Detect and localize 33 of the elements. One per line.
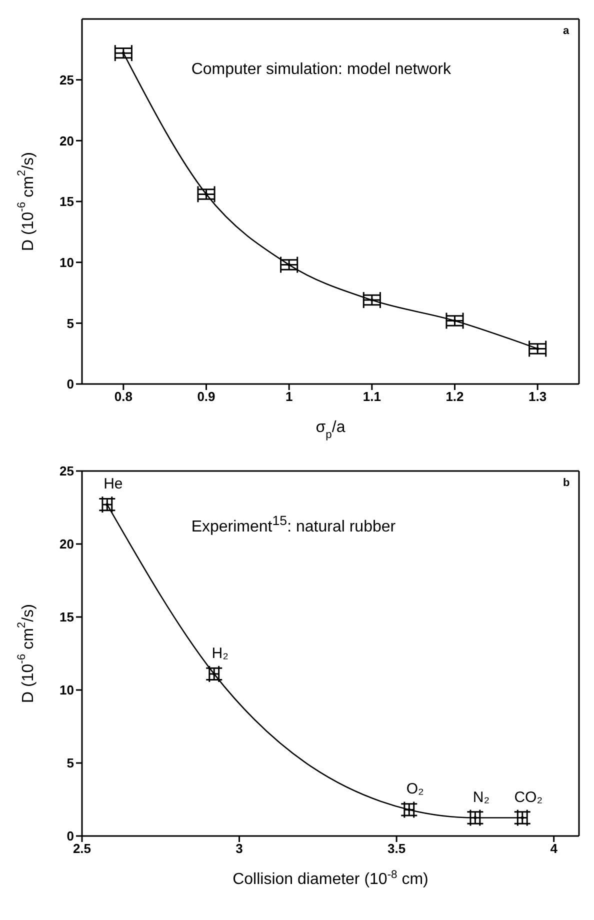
annotation: b — [563, 477, 570, 489]
y-tick-label: 20 — [60, 133, 74, 148]
x-tick-label: 1 — [285, 389, 293, 404]
x-tick-label: 1.3 — [528, 389, 547, 404]
x-axis-title: Collision diameter (10$^{-8}$ cm) — [232, 869, 428, 888]
annotation: He — [104, 476, 123, 493]
x-tick-label: 3.5 — [388, 841, 406, 856]
y-tick-label: 25 — [60, 464, 74, 479]
x-tick-label: 0.9 — [197, 389, 216, 404]
y-tick-label: 0 — [66, 828, 74, 844]
y-tick-label: 10 — [60, 254, 74, 270]
x-tick-label: 3 — [236, 841, 243, 856]
x-tick-label: 1.1 — [362, 389, 381, 404]
y-tick-label: 25 — [60, 72, 74, 88]
x-tick-label: 4 — [550, 841, 558, 856]
y-tick-label: 0 — [66, 376, 74, 392]
x-tick-label: 2.5 — [72, 841, 92, 856]
annotation: O₂ — [406, 780, 424, 798]
x-tick-label: 1.2 — [446, 389, 464, 404]
y-tick-label: 5 — [66, 316, 74, 331]
annotation: Experiment$^{15}$: natural rubber — [191, 512, 396, 536]
x-axis-title: σ$_{p}$/a — [316, 419, 346, 441]
annotation: CO₂ — [514, 788, 543, 806]
annotation: Computer simulation: model network — [191, 60, 451, 78]
y-tick-label: 20 — [60, 536, 74, 552]
y-tick-label: 15 — [60, 610, 74, 625]
annotation: N₂ — [472, 788, 490, 806]
x-tick-label: 0.8 — [114, 389, 132, 404]
y-tick-label: 10 — [60, 682, 74, 698]
y-tick-label: 5 — [66, 756, 74, 771]
annotation: H₂ — [212, 644, 229, 662]
y-tick-label: 15 — [60, 194, 74, 210]
annotation: a — [563, 25, 570, 37]
